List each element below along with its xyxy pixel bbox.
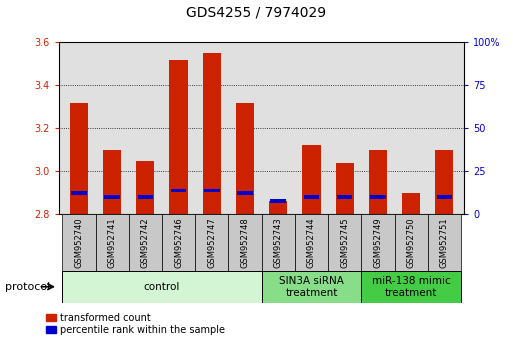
Bar: [428, 214, 461, 271]
Text: GSM952741: GSM952741: [108, 217, 116, 268]
Bar: [129, 214, 162, 271]
Bar: [402, 193, 420, 214]
Text: GSM952748: GSM952748: [241, 217, 249, 268]
Bar: [71, 191, 87, 195]
Bar: [137, 195, 153, 199]
Legend: transformed count, percentile rank within the sample: transformed count, percentile rank withi…: [46, 313, 226, 335]
Text: GSM952746: GSM952746: [174, 217, 183, 268]
Bar: [236, 103, 254, 214]
Text: GSM952743: GSM952743: [274, 217, 283, 268]
Bar: [328, 214, 361, 271]
Bar: [62, 214, 95, 271]
Bar: [203, 53, 221, 214]
Bar: [302, 145, 321, 214]
Bar: [370, 195, 386, 199]
Bar: [394, 214, 428, 271]
Bar: [437, 195, 452, 199]
Text: GDS4255 / 7974029: GDS4255 / 7974029: [186, 5, 327, 19]
Bar: [262, 214, 295, 271]
Text: miR-138 mimic
treatment: miR-138 mimic treatment: [372, 276, 450, 298]
Text: GSM952749: GSM952749: [373, 217, 382, 268]
Bar: [136, 160, 154, 214]
Text: GSM952744: GSM952744: [307, 217, 316, 268]
Bar: [195, 214, 228, 271]
Bar: [169, 59, 188, 214]
Bar: [304, 195, 319, 199]
Text: GSM952745: GSM952745: [340, 217, 349, 268]
Bar: [270, 199, 286, 203]
Bar: [361, 214, 394, 271]
Bar: [204, 189, 220, 193]
Bar: [103, 150, 121, 214]
Text: control: control: [144, 282, 180, 292]
Bar: [104, 195, 120, 199]
Bar: [228, 214, 262, 271]
Text: SIN3A siRNA
treatment: SIN3A siRNA treatment: [279, 276, 344, 298]
Bar: [269, 201, 287, 214]
Bar: [336, 162, 354, 214]
Text: GSM952740: GSM952740: [74, 217, 84, 268]
Bar: [262, 271, 361, 303]
Bar: [361, 271, 461, 303]
Bar: [162, 214, 195, 271]
Text: GSM952742: GSM952742: [141, 217, 150, 268]
Bar: [369, 150, 387, 214]
Text: GSM952750: GSM952750: [407, 217, 416, 268]
Text: GSM952751: GSM952751: [440, 217, 449, 268]
Bar: [171, 189, 186, 193]
Bar: [95, 214, 129, 271]
Bar: [62, 271, 262, 303]
Bar: [337, 195, 352, 199]
Bar: [237, 191, 253, 195]
Bar: [70, 103, 88, 214]
Bar: [435, 150, 453, 214]
Text: GSM952747: GSM952747: [207, 217, 216, 268]
Bar: [295, 214, 328, 271]
Text: protocol: protocol: [5, 282, 50, 292]
